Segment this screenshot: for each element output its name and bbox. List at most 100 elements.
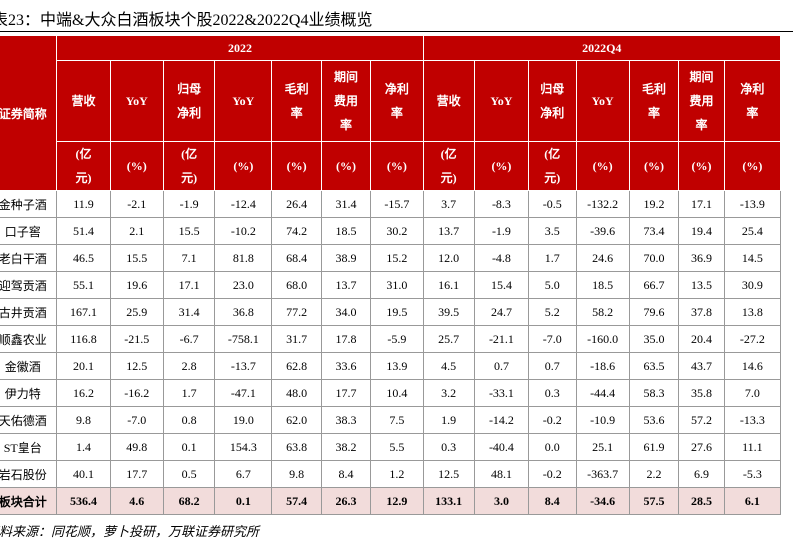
cell-value: -40.4 <box>473 433 530 461</box>
cell-value: -18.6 <box>575 352 630 380</box>
corner-text: 证券简称 <box>0 106 47 121</box>
cell-value: 16.2 <box>56 379 111 407</box>
cell-value: -0.2 <box>528 460 577 488</box>
unit-label: (%) <box>336 159 357 173</box>
cell-value: 167.1 <box>56 298 111 326</box>
cell-value: 7.0 <box>723 379 782 407</box>
cell-value: 0.7 <box>473 352 530 380</box>
metric-label: 营收 <box>71 94 96 108</box>
cell-value: 37.8 <box>678 298 725 326</box>
cell-value: 15.2 <box>370 244 424 272</box>
cell-value: 15.5 <box>162 217 216 245</box>
cell-value: 81.8 <box>214 244 273 272</box>
metric-label: 归母净利 <box>177 82 202 120</box>
data-row: 板块合计 536.4 4.6 68.2 0.1 57.4 26.3 12.9 133.1 3.0 8… <box>0 487 782 515</box>
metric-label: YoY <box>591 94 614 108</box>
cell-value: 35.0 <box>628 325 680 353</box>
cell-value: 0.1 <box>162 433 216 461</box>
cell-value: -13.9 <box>723 190 782 218</box>
cell-value: 19.6 <box>109 271 164 299</box>
cell-value: -5.3 <box>723 460 782 488</box>
metric-label: YoY <box>125 94 148 108</box>
cell-value: 17.7 <box>109 460 164 488</box>
cell-value: -6.7 <box>162 325 216 353</box>
cell-value: 8.4 <box>528 487 577 515</box>
unit-header: (亿元) <box>162 141 216 191</box>
cell-value: 13.8 <box>723 298 782 326</box>
unit-label: (%) <box>286 159 307 173</box>
cell-value: -10.2 <box>214 217 273 245</box>
cell-value: 31.4 <box>162 298 216 326</box>
cell-value: 26.4 <box>271 190 322 218</box>
cell-value: -15.7 <box>370 190 424 218</box>
cell-value: 12.5 <box>109 352 164 380</box>
cell-value: 19.4 <box>678 217 725 245</box>
cell-value: 10.4 <box>370 379 424 407</box>
unit-header: (%) <box>628 141 680 191</box>
metric-label: 净利率 <box>384 82 409 120</box>
cell-value: -12.4 <box>214 190 273 218</box>
cell-value: 0.8 <box>162 406 216 434</box>
unit-label: (%) <box>691 159 712 173</box>
cell-value: 43.7 <box>678 352 725 380</box>
cell-value: -132.2 <box>575 190 630 218</box>
cell-value: -16.2 <box>109 379 164 407</box>
cell-value: 31.4 <box>320 190 372 218</box>
cell-value: 1.4 <box>56 433 111 461</box>
metric-header: 期间费用率 <box>320 60 372 142</box>
metric-header: YoY <box>109 60 164 142</box>
cell-value: 0.3 <box>528 379 577 407</box>
row-name: 顺鑫农业 <box>0 325 58 353</box>
metric-label: 毛利率 <box>284 82 309 120</box>
table-title: 表23：中端&大众白酒板块个股2022&2022Q4业绩概览 <box>0 12 373 29</box>
cell-value: 38.9 <box>320 244 372 272</box>
cell-value: -27.2 <box>723 325 782 353</box>
cell-value: 68.0 <box>271 271 322 299</box>
metric-header: YoY <box>214 60 273 142</box>
cell-value: -34.6 <box>575 487 630 515</box>
cell-value: 13.5 <box>678 271 725 299</box>
metric-header: 毛利率 <box>271 60 322 142</box>
cell-value: 13.7 <box>422 217 475 245</box>
unit-label: (%) <box>742 159 763 173</box>
cell-value: 57.5 <box>628 487 680 515</box>
cell-value: 25.7 <box>422 325 475 353</box>
cell-value: 1.7 <box>528 244 577 272</box>
cell-value: 40.1 <box>56 460 111 488</box>
cell-value: 14.6 <box>723 352 782 380</box>
cell-value: 1.2 <box>370 460 424 488</box>
cell-value: -13.3 <box>723 406 782 434</box>
cell-value: -363.7 <box>575 460 630 488</box>
data-row: 老白干酒 46.5 15.5 7.1 81.8 68.4 38.9 15.2 12.0 -4.8 1… <box>0 244 782 272</box>
row-name: 金种子酒 <box>0 190 58 218</box>
cell-value: -0.5 <box>528 190 577 218</box>
cell-value: 12.5 <box>422 460 475 488</box>
cell-value: 61.9 <box>628 433 680 461</box>
cell-value: 62.0 <box>271 406 322 434</box>
metric-header: YoY <box>575 60 630 142</box>
cell-value: 2.1 <box>109 217 164 245</box>
cell-value: 13.9 <box>370 352 424 380</box>
cell-value: 30.9 <box>723 271 782 299</box>
unit-label: (%) <box>644 159 665 173</box>
corner-header: 证券简称 <box>0 35 58 191</box>
cell-value: -33.1 <box>473 379 530 407</box>
cell-value: 19.0 <box>214 406 273 434</box>
cell-value: 9.8 <box>56 406 111 434</box>
cell-value: 5.2 <box>528 298 577 326</box>
cell-value: 6.9 <box>678 460 725 488</box>
row-name: 古井贡酒 <box>0 298 58 326</box>
cell-value: 48.0 <box>271 379 322 407</box>
unit-label: (亿元) <box>181 147 198 185</box>
cell-value: 15.5 <box>109 244 164 272</box>
cell-value: 7.5 <box>370 406 424 434</box>
metric-label: YoY <box>232 94 255 108</box>
cell-value: 2.8 <box>162 352 216 380</box>
cell-value: -758.1 <box>214 325 273 353</box>
row-name: 老白干酒 <box>0 244 58 272</box>
cell-value: 63.8 <box>271 433 322 461</box>
cell-value: -0.2 <box>528 406 577 434</box>
cell-value: 11.1 <box>723 433 782 461</box>
unit-header: (%) <box>575 141 630 191</box>
